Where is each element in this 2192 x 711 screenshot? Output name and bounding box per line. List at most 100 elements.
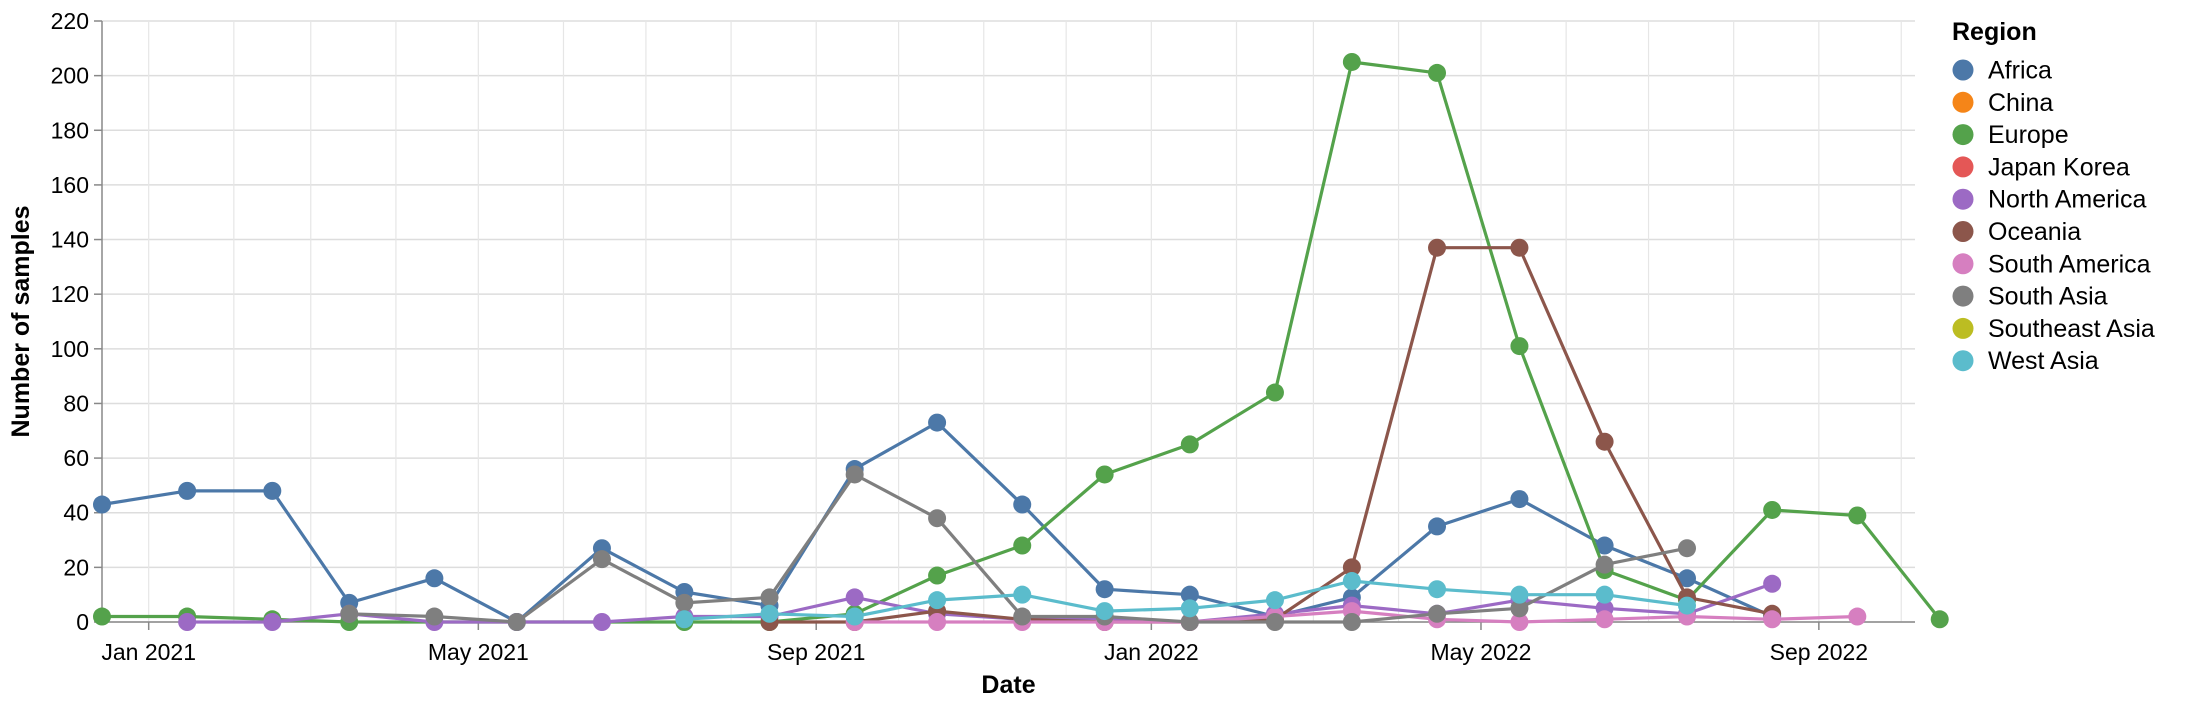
- data-point-west-asia: [1265, 591, 1284, 610]
- legend-swatch-europe: [1952, 124, 1974, 146]
- data-point-africa: [178, 481, 197, 500]
- data-point-south-asia: [1510, 599, 1529, 618]
- y-tick-label: 200: [51, 63, 89, 89]
- data-point-west-asia: [1595, 585, 1614, 604]
- data-point-europe: [1180, 435, 1199, 454]
- data-point-south-america: [1763, 610, 1782, 629]
- legend-label-japan-korea: Japan Korea: [1988, 153, 2130, 181]
- data-point-europe: [1848, 506, 1867, 525]
- data-point-south-america: [1848, 607, 1867, 626]
- data-point-africa: [1428, 517, 1447, 536]
- legend-label-southeast-asia: Southeast Asia: [1988, 315, 2155, 343]
- data-point-north-america: [592, 613, 611, 631]
- data-point-north-america: [1763, 574, 1782, 593]
- data-point-south-asia: [675, 593, 694, 612]
- x-tick-label: Sep 2021: [767, 639, 865, 665]
- data-point-west-asia: [675, 610, 694, 629]
- legend-label-south-asia: South Asia: [1988, 283, 2108, 311]
- data-point-africa: [1180, 585, 1199, 604]
- y-tick-label: 20: [63, 554, 89, 580]
- gridlines: [102, 20, 1915, 623]
- data-point-europe: [1763, 500, 1782, 519]
- x-tick-label: May 2021: [428, 639, 529, 665]
- data-point-europe: [1342, 52, 1361, 71]
- data-point-south-asia: [507, 613, 526, 631]
- data-point-west-asia: [1342, 572, 1361, 591]
- y-tick-label: 100: [51, 336, 89, 362]
- data-point-south-asia: [845, 465, 864, 484]
- data-point-oceania: [1428, 238, 1447, 257]
- data-point-west-asia: [1180, 599, 1199, 618]
- y-tick-label: 60: [63, 445, 89, 471]
- data-point-south-america: [928, 613, 947, 631]
- series-south-asia: [340, 465, 1697, 631]
- data-point-west-asia: [1678, 596, 1697, 615]
- data-point-south-asia: [1013, 607, 1032, 626]
- data-point-south-asia: [592, 550, 611, 569]
- data-point-south-asia: [1678, 539, 1697, 558]
- data-point-south-asia: [425, 607, 444, 626]
- data-point-oceania: [1595, 432, 1614, 451]
- data-point-south-asia: [1342, 613, 1361, 631]
- legend-swatch-south-asia: [1952, 285, 1974, 307]
- y-tick-label: 80: [63, 390, 89, 416]
- series-europe: [93, 52, 1949, 631]
- axes: 0 20 40 60 80 100 120 140 160 180 200 220 Jan 2021 Ma…: [51, 8, 1915, 665]
- y-tick-label: 40: [63, 500, 89, 526]
- data-point-africa: [1510, 490, 1529, 509]
- x-tick-label: May 2022: [1430, 639, 1531, 665]
- series-west-asia: [675, 572, 1697, 629]
- data-point-west-asia: [845, 607, 864, 626]
- data-point-europe: [1013, 536, 1032, 555]
- series-line-oceania: [769, 246, 1773, 624]
- data-point-south-asia: [1428, 604, 1447, 623]
- x-tick-label: Sep 2022: [1770, 639, 1868, 665]
- data-point-south-america: [1595, 610, 1614, 629]
- series-line-europe: [102, 60, 1941, 624]
- y-tick-label: 220: [51, 8, 89, 34]
- data-point-africa: [93, 495, 111, 514]
- data-point-oceania: [1342, 558, 1361, 577]
- data-point-europe: [1095, 465, 1114, 484]
- legend-swatch-south-america: [1952, 253, 1974, 275]
- legend-swatch-oceania: [1952, 221, 1974, 242]
- data-point-africa: [1095, 580, 1114, 599]
- y-tick-label: 160: [51, 172, 89, 198]
- data-point-africa: [425, 569, 444, 588]
- legend-label-china: China: [1988, 89, 2053, 117]
- data-point-south-asia: [1180, 613, 1199, 631]
- data-point-west-asia: [1013, 585, 1032, 604]
- legend-label-oceania: Oceania: [1988, 218, 2081, 246]
- legend-label-west-asia: West Asia: [1988, 347, 2099, 375]
- legend-swatch-china: [1952, 91, 1974, 113]
- x-tick-label: Jan 2021: [101, 639, 196, 665]
- legend-label-africa: Africa: [1988, 57, 2052, 85]
- legend-swatch-japan-korea: [1952, 156, 1974, 178]
- data-point-west-asia: [1428, 580, 1447, 599]
- data-point-europe: [1510, 337, 1529, 356]
- y-tick-label: 180: [51, 117, 89, 143]
- data-point-west-asia: [928, 591, 947, 610]
- x-tick-label: Jan 2022: [1104, 639, 1199, 665]
- data-point-south-asia: [760, 588, 779, 607]
- data-point-west-asia: [760, 604, 779, 623]
- data-point-north-america: [178, 613, 197, 631]
- data-point-africa: [263, 481, 282, 500]
- data-point-africa: [1013, 495, 1032, 514]
- data-point-south-asia: [1595, 555, 1614, 574]
- y-axis-title: Number of samples: [7, 205, 35, 437]
- data-point-europe: [1265, 383, 1284, 402]
- y-tick-label: 140: [51, 227, 89, 253]
- legend-swatch-southeast-asia: [1952, 317, 1974, 339]
- data-point-south-asia: [928, 509, 947, 528]
- y-tick-label: 120: [51, 281, 89, 307]
- series-lines: [93, 52, 1949, 631]
- data-point-africa: [1678, 569, 1697, 588]
- legend-swatch-north-america: [1952, 188, 1974, 210]
- data-point-europe: [1930, 610, 1949, 629]
- legend: Region Africa China Europe Japan Korea North …: [1952, 18, 2155, 375]
- data-point-north-america: [263, 613, 282, 631]
- data-point-europe: [93, 607, 111, 626]
